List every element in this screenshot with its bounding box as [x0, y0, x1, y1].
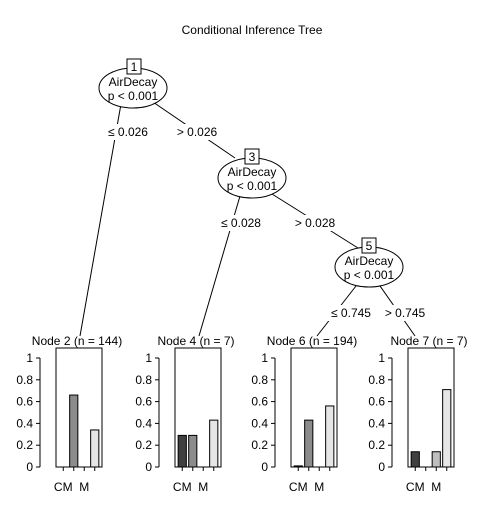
y-tick-label: 0.8 [16, 373, 33, 387]
y-tick-label: 0.8 [135, 373, 152, 387]
bar-4 [209, 419, 219, 468]
terminal-panel-1: Node 2 (n = 144) 0 0.2 0.4 0.6 0.8 1 CM M [16, 334, 122, 494]
terminal-panel-2: Node 4 (n = 7) 0 0.2 0.4 0.6 0.8 1 CM M [135, 334, 234, 494]
y-tick-label: 1 [145, 351, 152, 365]
bar-1 [293, 465, 303, 468]
x-tick-label: CM [406, 480, 425, 494]
bar-1 [177, 434, 187, 468]
y-tick-label: 0.2 [368, 438, 385, 452]
node-id-5: 5 [366, 239, 373, 253]
y-tick-label: 0 [261, 460, 268, 474]
bar-3 [431, 451, 441, 468]
node-pvalue-1: p < 0.001 [108, 89, 159, 103]
panel-label: Node 6 (n = 194) [267, 334, 357, 348]
edge-label-1-3: > 0.026 [177, 125, 218, 139]
x-tick-label: CM [54, 480, 73, 494]
y-tick-label: 0.6 [368, 395, 385, 409]
y-tick-label: 1 [26, 351, 33, 365]
panel-frame [407, 347, 455, 468]
x-tick-label: M [198, 480, 208, 494]
y-tick-label: 0.8 [368, 373, 385, 387]
edge-label-3-5: > 0.028 [295, 216, 336, 230]
panel-frame [174, 347, 222, 468]
terminal-panel-4: Node 7 (n = 7) 0 0.2 0.4 0.6 0.8 1 CM M [368, 334, 467, 494]
node-pvalue-5: p < 0.001 [344, 268, 395, 282]
bar-4 [325, 405, 335, 468]
y-tick-label: 1 [261, 351, 268, 365]
edge-label-3-4: ≤ 0.028 [221, 216, 261, 230]
panel-label: Node 4 (n = 7) [157, 334, 234, 348]
y-tick-label: 0.2 [135, 438, 152, 452]
bar-4 [442, 389, 452, 468]
inner-node-1: 1 AirDecay p < 0.001 [98, 58, 168, 109]
bar-2 [188, 434, 198, 468]
bar-2 [304, 419, 314, 468]
y-tick-label: 0.4 [251, 416, 268, 430]
edge-label-5-7: > 0.745 [385, 306, 426, 320]
x-tick-label: M [314, 480, 324, 494]
panel-frame [290, 347, 338, 468]
inner-node-5: 5 AirDecay p < 0.001 [334, 237, 404, 288]
y-tick-label: 0.8 [251, 373, 268, 387]
panel-label: Node 2 (n = 144) [32, 334, 122, 348]
x-tick-label: CM [289, 480, 308, 494]
y-tick-label: 0.2 [16, 438, 33, 452]
y-tick-label: 0.4 [368, 416, 385, 430]
x-tick-label: M [431, 480, 441, 494]
node-variable-1: AirDecay [109, 75, 158, 89]
y-tick-label: 0 [378, 460, 385, 474]
y-tick-label: 0.6 [135, 395, 152, 409]
panel-frame [55, 347, 103, 468]
terminal-panel-3: Node 6 (n = 194) 0 0.2 0.4 0.6 0.8 1 CM M [251, 334, 357, 494]
x-tick-label: CM [173, 480, 192, 494]
edge-labels: ≤ 0.026 > 0.026 ≤ 0.028 > 0.028 ≤ 0.745 … [104, 124, 428, 321]
y-tick-label: 0 [145, 460, 152, 474]
bar-2 [69, 394, 79, 468]
y-tick-label: 0 [26, 460, 33, 474]
y-tick-label: 0.2 [251, 438, 268, 452]
panel-label: Node 7 (n = 7) [390, 334, 467, 348]
node-variable-5: AirDecay [345, 254, 394, 268]
y-tick-label: 0.6 [251, 395, 268, 409]
node-id-1: 1 [131, 60, 138, 74]
x-tick-label: M [79, 480, 89, 494]
node-pvalue-3: p < 0.001 [227, 179, 278, 193]
edge-label-1-2: ≤ 0.026 [108, 125, 148, 139]
edge-label-5-6: ≤ 0.745 [331, 306, 371, 320]
edge-1-2 [79, 103, 122, 337]
y-tick-label: 0.4 [135, 416, 152, 430]
y-tick-label: 0.6 [16, 395, 33, 409]
y-tick-label: 1 [378, 351, 385, 365]
bar-4 [90, 429, 100, 468]
node-id-3: 3 [249, 150, 256, 164]
plot-title: Conditional Inference Tree [182, 23, 323, 37]
node-variable-3: AirDecay [228, 165, 277, 179]
inner-node-3: 3 AirDecay p < 0.001 [217, 148, 287, 199]
y-tick-label: 0.4 [16, 416, 33, 430]
bar-1 [410, 451, 420, 468]
